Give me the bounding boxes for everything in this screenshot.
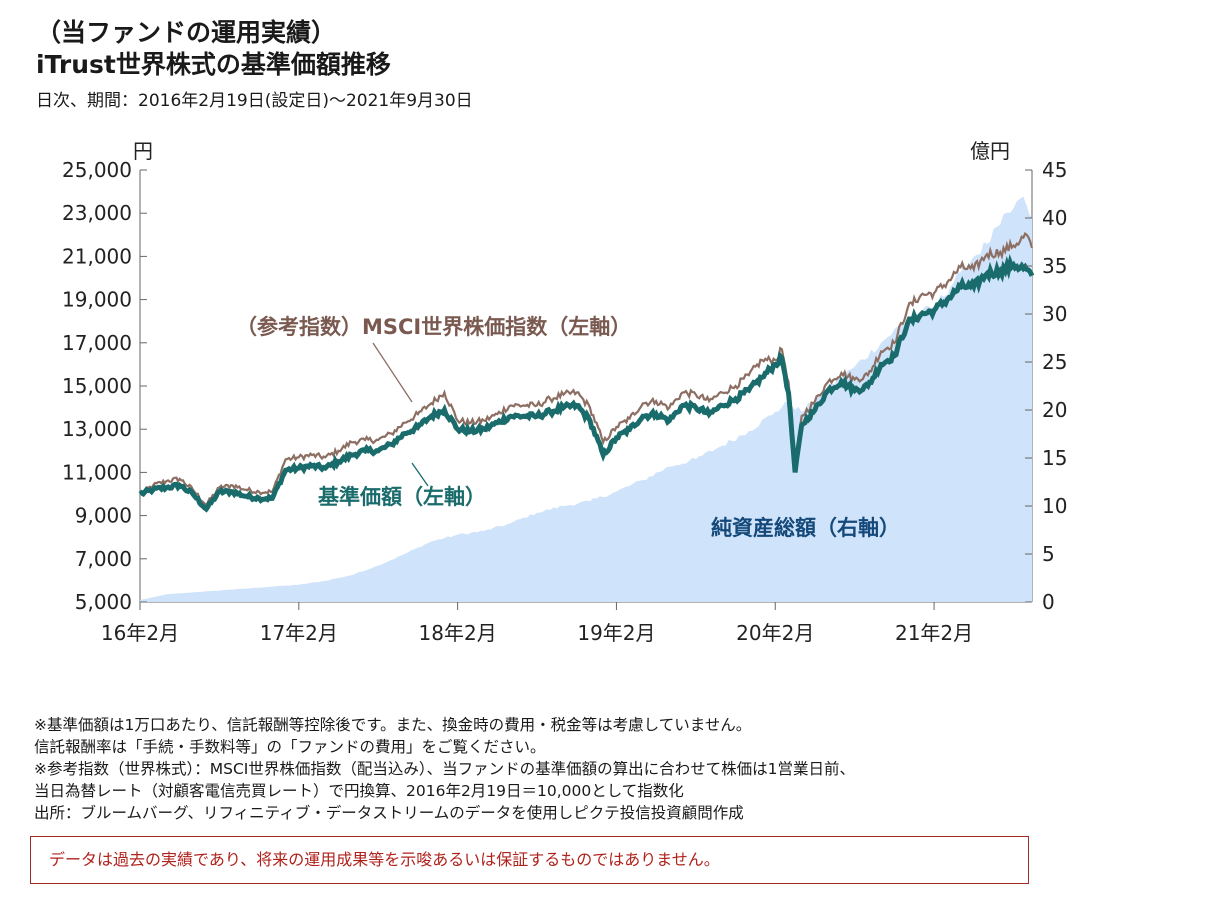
chart-svg: 25,000 23,000 21,000 19,000 17,000 15,000 13,0… [62,139,1067,645]
x-tick-label: 19年2月 [577,621,655,645]
right-tick-label: 40 [1042,206,1067,230]
right-tick-label: 10 [1042,494,1067,518]
left-axis-unit: 円 [133,139,153,163]
footnotes: ※基準価額は1万口あたり、信託報酬等控除後です。また、換金時の費用・税金等は考慮… [34,714,855,824]
right-tick-label: 45 [1042,158,1067,182]
right-tick-label: 20 [1042,398,1067,422]
x-tick-label: 17年2月 [260,621,338,645]
index-line [139,232,1034,507]
left-tick-label: 9,000 [75,504,132,528]
chart-period: 日次、期間：2016年2月19日(設定日)～2021年9月30日 [36,91,473,111]
chart-title: iTrust世界株式の基準価額推移 [36,50,391,79]
disclaimer-box: データは過去の実績であり、将来の運用成果等を示唆あるいは保証するものではありませ… [30,836,1029,884]
right-tick-label: 15 [1042,446,1067,470]
left-tick-label: 11,000 [62,460,132,484]
x-tick-label: 18年2月 [419,621,497,645]
left-tick-label: 15,000 [62,374,132,398]
left-tick-label: 21,000 [62,244,132,268]
right-tick-label: 0 [1042,590,1055,614]
nav-series-label: 基準価額（左軸） [318,485,486,509]
left-tick-label: 13,000 [62,417,132,441]
nav-label-leader [411,462,429,487]
left-tick-label: 19,000 [62,288,132,312]
footnote: 出所：ブルームバーグ、リフィニティブ・データストリームのデータを使用しピクテ投信… [34,804,744,822]
index-series-label: （参考指数）MSCI世界株価指数（左軸） [236,315,631,339]
x-tick-label: 16年2月 [101,621,179,645]
footnote: ※参考指数（世界株式）：MSCI世界株価指数（配当込み）、当ファンドの基準価額の… [34,760,855,778]
x-tick-label: 21年2月 [895,621,973,645]
x-tick-label: 20年2月 [736,621,814,645]
left-tick-label: 5,000 [75,590,132,614]
left-tick-label: 25,000 [62,158,132,182]
right-tick-label: 35 [1042,254,1067,278]
right-tick-label: 5 [1042,542,1055,566]
left-tick-label: 7,000 [75,547,132,571]
chart-header-line1: （当ファンドの運用実績） [36,18,337,47]
footnote: 当日為替レート（対顧客電信売買レート）で円換算、2016年2月19日＝10,00… [34,782,684,800]
index-label-leader [372,342,413,403]
aum-series-label: 純資産総額（右軸） [711,516,900,540]
right-axis-unit: 億円 [970,139,1010,163]
aum-area [140,196,1032,602]
left-tick-label: 17,000 [62,331,132,355]
right-tick-label: 30 [1042,302,1067,326]
right-tick-label: 25 [1042,350,1067,374]
nav-line [138,253,1035,513]
footnote: ※基準価額は1万口あたり、信託報酬等控除後です。また、換金時の費用・税金等は考慮… [34,716,752,734]
left-tick-label: 23,000 [62,201,132,225]
footnote: 信託報酬率は「手続・手数料等」の「ファンドの費用」をご覧ください。 [34,738,546,756]
